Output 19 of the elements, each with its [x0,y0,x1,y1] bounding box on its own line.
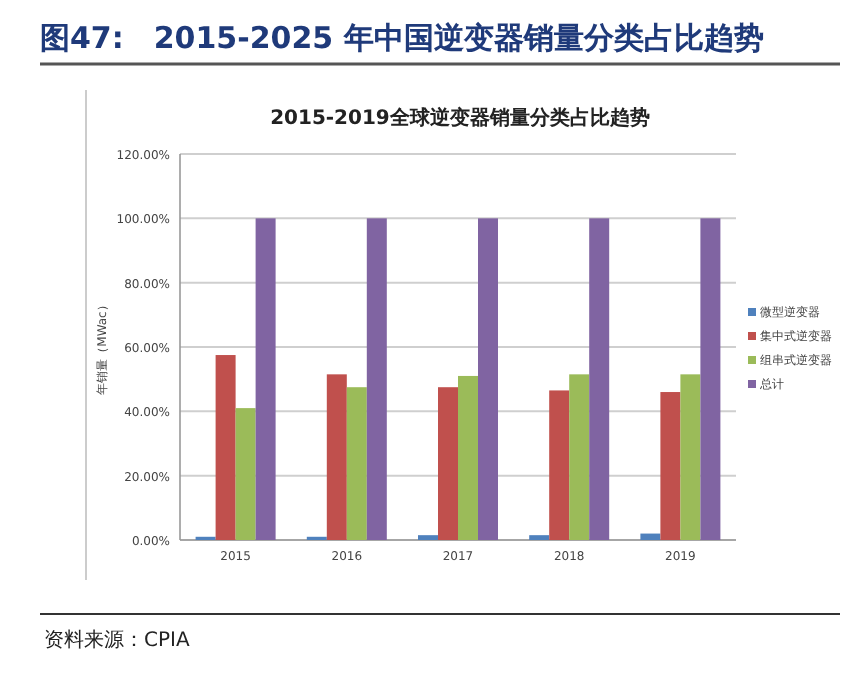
bar [680,374,701,540]
bar [478,218,498,540]
bar [235,408,256,540]
bar [640,533,661,540]
bar [549,390,570,540]
bar [215,355,236,540]
bar [589,218,610,540]
bar [255,218,276,540]
bar [326,374,347,540]
bar [346,387,367,540]
chart-title: 图47: 2015-2025 年中国逆变器销量分类占比趋势 [40,20,764,56]
text: 资料来源：CPIA [44,628,190,652]
bar [700,218,721,540]
bar [458,375,478,540]
bar [569,374,590,540]
bar [366,218,387,540]
chart-subtitle: 2015-2019全球逆变器销量分类占比趋势 [270,106,650,130]
bar [660,392,681,540]
bar [438,387,458,540]
